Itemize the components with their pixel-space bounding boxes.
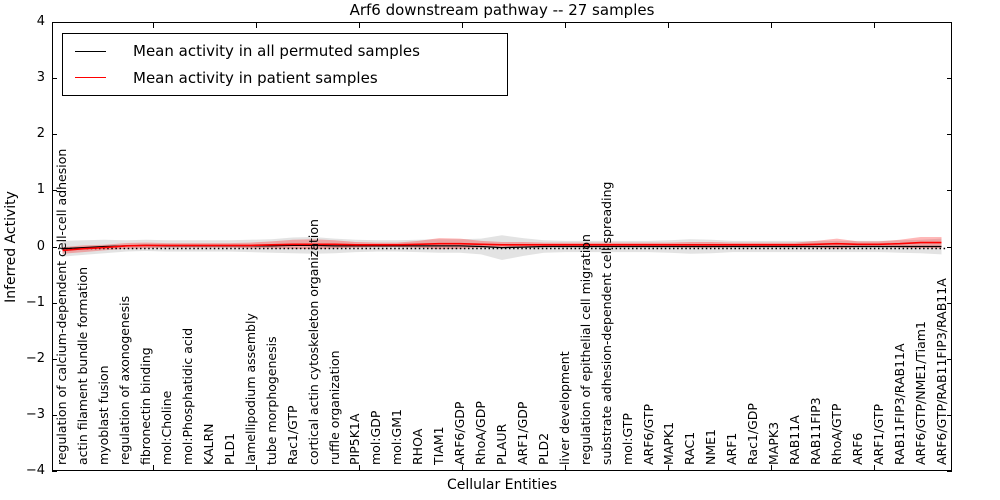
x-category-label: liver development [556,351,572,465]
x-category-label: ARF1/GTP [870,403,886,465]
y-tick-left [52,78,57,80]
x-category-label: Rac1/GDP [745,403,761,465]
legend-row-permuted: Mean activity in all permuted samples [63,42,507,60]
x-category-label: ARF6/GTP/RAB11FIP3/RAB11A [933,278,949,465]
y-tick-right [947,414,952,416]
x-tick-top [873,22,875,28]
y-tick-right [947,78,952,80]
legend-line-sample-red [75,77,106,79]
patient-mean-line [62,241,942,252]
x-category-label: ARF6/GTP [640,403,656,465]
x-category-label: tube morphogenesis [263,336,279,465]
y-tick-label: 0 [36,238,45,254]
chart-title: Arf6 downstream pathway -- 27 samples [349,1,655,19]
x-category-label: RAB11FIP3/RAB11A [891,343,907,465]
y-tick-label: −4 [25,463,45,478]
y-tick-label: −1 [25,294,45,310]
x-tick-top [358,22,360,28]
y-tick-right [947,246,952,248]
legend-line-sample-black [75,50,106,52]
x-category-label: actin filament bundle formation [75,266,91,465]
y-tick-right [947,358,952,360]
x-category-label: fibronectin binding [138,347,154,465]
x-tick-bottom [358,465,360,471]
x-category-label: RHOA [410,428,426,465]
y-tick-right [947,22,952,23]
x-tick-bottom [565,465,566,471]
y-tick-label: 3 [36,70,45,86]
y-tick-left [52,302,57,304]
x-category-label: lamellipodium assembly [242,313,258,465]
x-category-label: regulation of axonogenesis [117,295,133,465]
x-tick-bottom [771,465,773,471]
x-category-label: myoblast fusion [96,365,112,465]
x-category-label: Rac1/GTP [284,405,300,465]
x-tick-bottom [667,465,669,471]
x-tick-top [256,22,258,28]
x-tick-bottom [152,465,154,471]
legend-label-patient: Mean activity in patient samples [133,68,378,87]
y-tick-right [947,302,952,304]
x-tick-top [152,22,154,28]
x-tick-top [771,22,773,28]
x-category-label: MAPK3 [766,421,782,465]
y-tick-right [947,134,952,136]
x-category-label: PIP5K1A [347,413,363,465]
x-tick-top [565,22,566,28]
legend-row-patient: Mean activity in patient samples [63,69,507,87]
x-category-label: mol:GTP [619,413,635,465]
x-category-label: RhoA/GDP [473,401,489,465]
x-category-label: ARF1/GDP [514,401,530,465]
x-category-label: PLD2 [535,432,551,465]
y-tick-left [52,190,57,192]
y-tick-left [52,22,57,23]
x-category-label: RAB11FIP3 [807,397,823,465]
x-category-label: MAPK1 [661,421,677,465]
x-category-label: mol:GDP [368,410,384,465]
y-tick-right [947,471,952,472]
x-category-label: mol:GM1 [389,409,405,465]
y-tick-left [52,134,57,136]
x-axis-label: Cellular Entities [446,477,558,493]
y-tick-left [52,246,57,248]
y-tick-left [52,471,57,472]
x-category-label: TIAM1 [431,426,447,465]
y-tick-label: −3 [25,406,45,422]
x-category-label: substrate adhesion-dependent cell spread… [598,181,614,465]
y-tick-label: 4 [36,14,45,29]
x-category-label: ARF1 [724,432,740,465]
legend-label-permuted: Mean activity in all permuted samples [133,42,420,61]
x-category-label: cortical actin cytoskeleton organization [305,219,321,465]
x-tick-top [462,22,464,28]
x-category-label: RAB11A [787,415,803,465]
x-category-label: RAC1 [682,431,698,465]
plot-canvas [58,235,946,260]
x-category-label: mol:Choline [159,390,175,465]
legend: Mean activity in all permuted samples Me… [62,33,508,96]
x-tick-bottom [873,465,875,471]
x-category-label: regulation of epithelial cell migration [577,234,593,465]
x-category-label: regulation of calcium-dependent cell-cel… [54,148,70,465]
x-category-label: RhoA/GTP [828,403,844,465]
x-category-label: PLD1 [221,432,237,465]
y-tick-left [52,414,57,416]
x-category-label: mol:Phosphatidic acid [180,327,196,465]
x-category-label: ARF6/GDP [452,401,468,465]
x-category-label: PLAUR [494,423,509,465]
x-category-label: NME1 [703,429,719,465]
x-tick-bottom [462,465,464,471]
y-tick-label: 2 [36,126,45,142]
y-tick-label: −2 [25,350,45,366]
x-category-label: ARF6/GTP/NME1/Tiam1 [912,321,928,465]
x-tick-bottom [256,465,258,471]
y-tick-left [52,358,57,360]
y-tick-label: 1 [36,182,45,198]
x-category-label: ARF6 [849,432,865,465]
x-category-label: KALRN [200,423,216,465]
x-tick-top [667,22,669,28]
x-category-label: ruffle organization [326,350,342,465]
y-tick-right [947,190,952,192]
